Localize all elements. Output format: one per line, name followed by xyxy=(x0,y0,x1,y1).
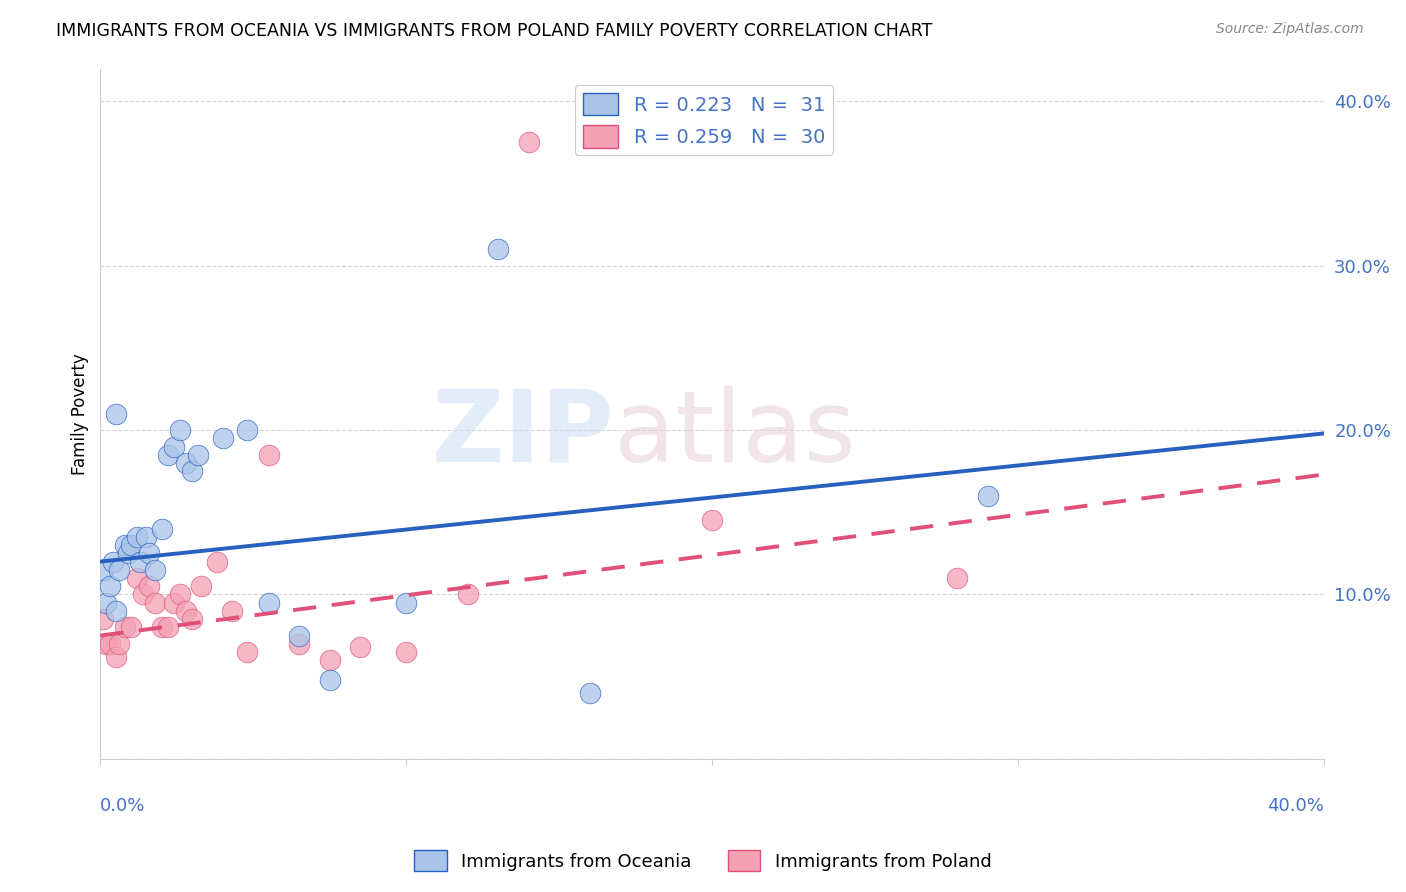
Point xyxy=(107,637,129,651)
Point xyxy=(98,579,121,593)
Point xyxy=(117,546,139,560)
Point xyxy=(135,530,157,544)
Point xyxy=(319,673,342,687)
Point xyxy=(163,596,186,610)
Point xyxy=(129,555,152,569)
Point xyxy=(104,649,127,664)
Legend: Immigrants from Oceania, Immigrants from Poland: Immigrants from Oceania, Immigrants from… xyxy=(408,843,998,879)
Point xyxy=(145,596,167,610)
Point xyxy=(96,596,118,610)
Text: atlas: atlas xyxy=(614,386,856,483)
Point xyxy=(579,686,602,700)
Point xyxy=(181,612,204,626)
Point xyxy=(174,604,197,618)
Point xyxy=(104,407,127,421)
Point xyxy=(150,620,173,634)
Point xyxy=(156,448,179,462)
Point xyxy=(101,555,124,569)
Point xyxy=(517,136,540,150)
Point xyxy=(120,620,142,634)
Point xyxy=(96,637,118,651)
Point xyxy=(138,579,160,593)
Point xyxy=(288,637,311,651)
Y-axis label: Family Poverty: Family Poverty xyxy=(72,352,89,475)
Point xyxy=(163,440,186,454)
Point xyxy=(236,645,259,659)
Point xyxy=(150,522,173,536)
Point xyxy=(457,587,479,601)
Point xyxy=(98,637,121,651)
Point xyxy=(138,546,160,560)
Point xyxy=(211,431,233,445)
Legend: R = 0.223   N =  31, R = 0.259   N =  30: R = 0.223 N = 31, R = 0.259 N = 30 xyxy=(575,85,832,155)
Text: IMMIGRANTS FROM OCEANIA VS IMMIGRANTS FROM POLAND FAMILY POVERTY CORRELATION CHA: IMMIGRANTS FROM OCEANIA VS IMMIGRANTS FR… xyxy=(56,22,932,40)
Point xyxy=(174,456,197,470)
Point xyxy=(107,563,129,577)
Point xyxy=(104,604,127,618)
Text: 0.0%: 0.0% xyxy=(100,797,146,814)
Point xyxy=(977,489,1000,503)
Text: ZIP: ZIP xyxy=(432,386,614,483)
Point xyxy=(169,423,191,437)
Point xyxy=(114,538,136,552)
Point xyxy=(221,604,243,618)
Point xyxy=(236,423,259,437)
Point xyxy=(257,448,280,462)
Point xyxy=(257,596,280,610)
Point xyxy=(190,579,212,593)
Point xyxy=(205,555,228,569)
Point xyxy=(93,612,115,626)
Point xyxy=(120,538,142,552)
Point xyxy=(156,620,179,634)
Point xyxy=(395,645,418,659)
Point xyxy=(702,513,724,527)
Point xyxy=(132,587,155,601)
Point xyxy=(93,563,115,577)
Point xyxy=(486,242,509,256)
Point xyxy=(181,464,204,478)
Point xyxy=(169,587,191,601)
Point xyxy=(946,571,969,585)
Point xyxy=(125,571,148,585)
Point xyxy=(114,620,136,634)
Text: Source: ZipAtlas.com: Source: ZipAtlas.com xyxy=(1216,22,1364,37)
Point xyxy=(395,596,418,610)
Point xyxy=(145,563,167,577)
Point xyxy=(319,653,342,667)
Point xyxy=(349,640,371,654)
Text: 40.0%: 40.0% xyxy=(1268,797,1324,814)
Point xyxy=(125,530,148,544)
Point xyxy=(288,628,311,642)
Point xyxy=(187,448,209,462)
